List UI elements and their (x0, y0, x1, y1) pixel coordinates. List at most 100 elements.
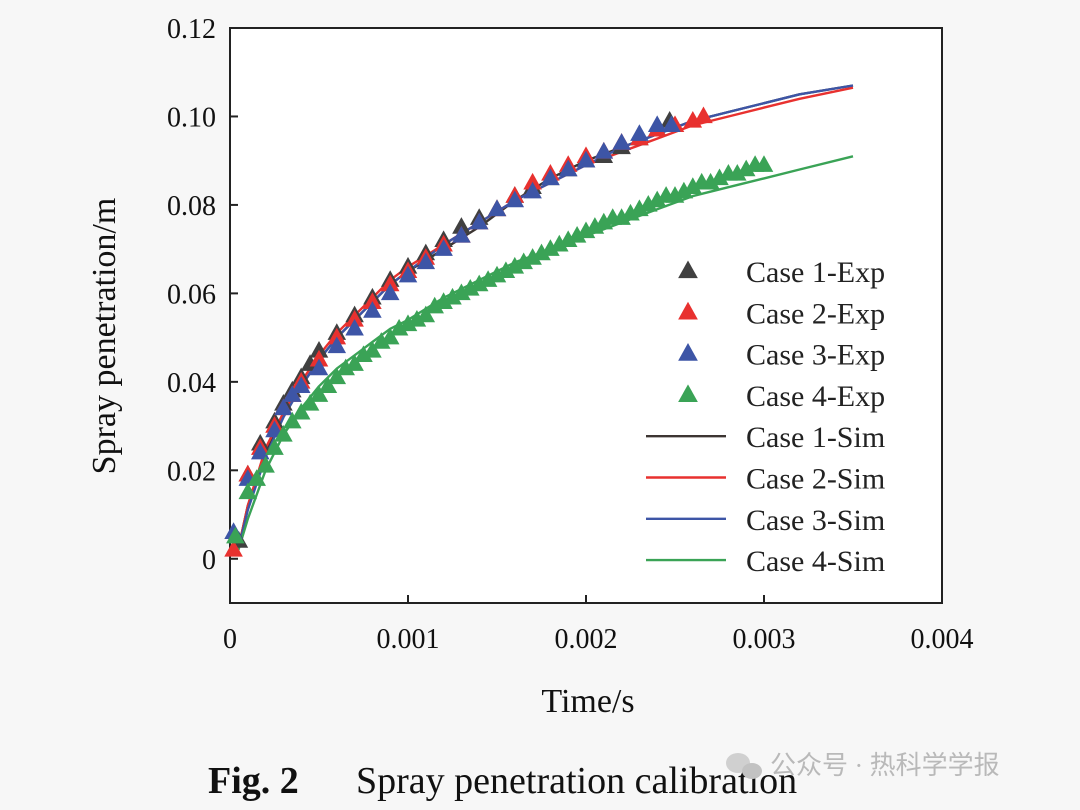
data-point (523, 172, 542, 190)
data-point (683, 177, 703, 194)
data-point (558, 230, 578, 248)
data-point (380, 283, 400, 301)
x-tick-label: 0 (223, 624, 237, 655)
data-point (327, 327, 347, 345)
data-point (576, 150, 596, 168)
data-point (283, 411, 302, 429)
data-point (380, 274, 400, 292)
figure-caption: Fig. 2 Spray penetration calibration (208, 760, 797, 802)
data-point (728, 164, 747, 181)
figure-caption-title: Spray penetration calibration (356, 760, 797, 802)
wechat-icon (726, 753, 762, 779)
legend-item: Case 3-Exp (678, 339, 885, 372)
data-point (505, 190, 525, 208)
data-point (398, 265, 418, 283)
data-point (327, 336, 347, 354)
data-point (567, 225, 587, 243)
data-point (398, 314, 418, 332)
data-point (736, 159, 756, 177)
data-point (505, 256, 525, 274)
data-point (345, 310, 364, 327)
y-tick-label: 0.12 (167, 14, 216, 45)
legend-label: Case 1-Exp (746, 256, 885, 289)
data-point (389, 318, 409, 336)
x-tick-label: 0.003 (733, 624, 796, 655)
data-point (662, 115, 681, 133)
data-point (407, 310, 427, 327)
data-point (630, 199, 649, 217)
data-point (291, 402, 311, 420)
y-tick-label: 0 (202, 545, 216, 576)
data-point (318, 376, 338, 393)
data-point (274, 398, 293, 416)
legend-marker (678, 384, 698, 403)
data-point (363, 292, 382, 309)
watermark-text: 公众号 · 热科学学报 (770, 751, 1000, 780)
legend-item: Case 1-Exp (678, 256, 885, 289)
data-point (647, 115, 667, 133)
data-point (372, 332, 391, 349)
series-case-4-exp (226, 155, 774, 544)
data-point (541, 168, 560, 186)
data-point (532, 243, 551, 261)
data-point (327, 367, 347, 385)
data-point (309, 340, 329, 358)
legend-label: Case 4-Exp (746, 380, 885, 413)
legend-marker (678, 260, 698, 279)
legend-item: Case 1-Sim (646, 421, 885, 454)
data-point (523, 181, 542, 199)
data-point (291, 376, 311, 393)
legend-item: Case 4-Sim (646, 545, 885, 578)
data-point (434, 292, 453, 309)
data-point (550, 234, 569, 252)
legend-marker (678, 343, 698, 361)
x-tick-label: 0.001 (377, 624, 440, 655)
x-tick-label: 0.002 (555, 624, 618, 655)
data-point (461, 279, 480, 296)
data-point (309, 349, 329, 367)
data-point (694, 106, 713, 124)
data-point (309, 385, 329, 402)
data-point (594, 212, 614, 230)
legend-item: Case 2-Sim (646, 463, 885, 496)
legend-label: Case 2-Exp (746, 297, 885, 330)
data-point (247, 469, 266, 486)
data-point (469, 212, 489, 230)
data-point (639, 195, 658, 212)
data-point (238, 482, 258, 500)
data-point (425, 296, 444, 314)
data-point (514, 252, 533, 270)
data-point (496, 261, 516, 278)
y-tick-label: 0.06 (167, 279, 216, 310)
data-point (469, 274, 489, 292)
data-point (363, 340, 382, 358)
data-point (487, 199, 507, 217)
data-point (250, 442, 270, 460)
legend-label: Case 2-Sim (746, 463, 885, 496)
legend-label: Case 1-Sim (746, 421, 885, 454)
data-point (665, 186, 685, 203)
data-point (309, 358, 329, 376)
data-point (452, 217, 471, 234)
data-point (523, 248, 542, 265)
x-tick-label: 0.004 (911, 624, 974, 655)
y-tick-label: 0.04 (167, 368, 216, 399)
legend-item: Case 3-Sim (646, 504, 885, 537)
data-point (630, 124, 649, 141)
data-point (612, 133, 631, 150)
data-point (452, 225, 471, 243)
data-point (354, 345, 373, 363)
data-point (701, 172, 720, 190)
data-point (274, 425, 293, 442)
data-point (452, 283, 471, 301)
data-point (416, 305, 436, 323)
data-point (300, 394, 320, 411)
data-point (345, 318, 364, 336)
data-point (710, 168, 729, 186)
data-point (576, 221, 596, 239)
data-point (265, 438, 284, 455)
data-point (683, 110, 703, 128)
data-point (256, 455, 275, 473)
data-point (363, 301, 382, 318)
